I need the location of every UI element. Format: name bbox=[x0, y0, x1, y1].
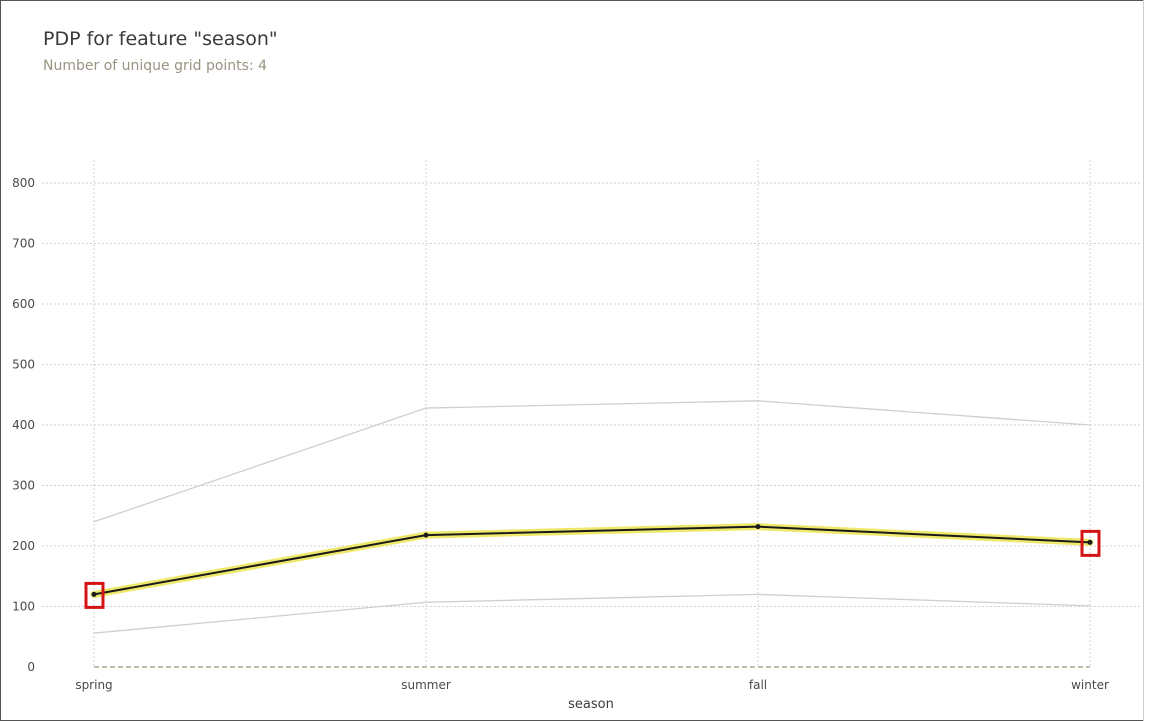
y-tick-label: 500 bbox=[12, 358, 35, 372]
pdp-point bbox=[423, 532, 429, 538]
series-layer bbox=[90, 400, 1094, 634]
x-tick-label: fall bbox=[749, 678, 767, 692]
highlight-box-layer bbox=[84, 529, 1101, 609]
tick-label-layer: 0 100 200 300 400 500 600 700 800 spring summer fal… bbox=[12, 176, 1109, 692]
pdp-point bbox=[1087, 539, 1093, 545]
highlight-box bbox=[84, 581, 105, 609]
ice-bound-line bbox=[93, 593, 1091, 634]
x-tick-label: spring bbox=[75, 678, 112, 692]
pdp-line bbox=[93, 525, 1091, 596]
y-tick-label: 400 bbox=[12, 418, 35, 432]
pdp-line-highlight bbox=[90, 523, 1094, 598]
x-tick-label: winter bbox=[1071, 678, 1109, 692]
y-tick-label: 200 bbox=[12, 539, 35, 553]
grid-layer bbox=[42, 160, 1140, 668]
x-tick-label: summer bbox=[401, 678, 451, 692]
y-tick-label: 700 bbox=[12, 237, 35, 251]
highlight-box bbox=[1080, 529, 1101, 557]
y-tick-label: 800 bbox=[12, 176, 35, 190]
y-tick-label: 0 bbox=[27, 660, 35, 674]
y-tick-label: 600 bbox=[12, 297, 35, 311]
x-axis-label: season bbox=[568, 697, 614, 712]
chart-subtitle: Number of unique grid points: 4 bbox=[43, 58, 268, 74]
y-tick-label: 100 bbox=[12, 600, 35, 614]
pdp-point bbox=[755, 524, 761, 530]
pdp-point bbox=[91, 591, 97, 597]
chart-title: PDP for feature "season" bbox=[43, 28, 278, 50]
ice-bound-line bbox=[93, 400, 1091, 523]
y-tick-label: 300 bbox=[12, 479, 35, 493]
scrollbar-strip bbox=[1143, 0, 1154, 721]
